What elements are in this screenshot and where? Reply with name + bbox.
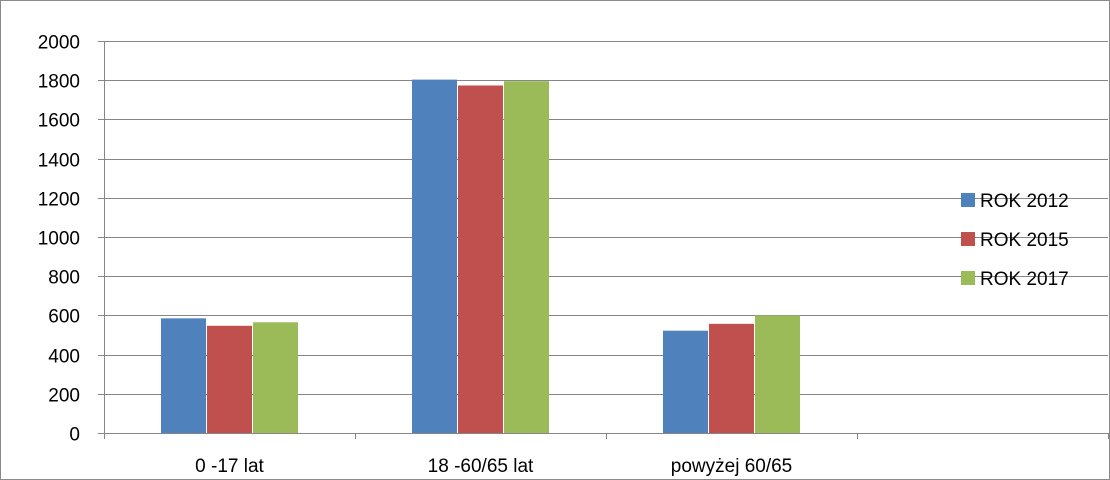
y-tick-label: 800	[48, 268, 80, 289]
y-tick-label: 400	[48, 347, 80, 368]
y-tick-label: 600	[48, 307, 80, 328]
bar-rok-2017	[253, 322, 298, 433]
y-tick-label: 1400	[38, 151, 80, 172]
legend-label: ROK 2012	[980, 191, 1069, 212]
bar-rok-2017	[755, 315, 800, 433]
bar-rok-2017	[504, 81, 549, 434]
bar-rok-2015	[458, 85, 503, 433]
y-tick-label: 200	[48, 386, 80, 407]
y-tick-label: 0	[69, 425, 80, 446]
y-tick-label: 2000	[38, 33, 80, 54]
legend-label: ROK 2015	[980, 230, 1069, 251]
x-tick-label: powyżej 60/65	[671, 456, 792, 477]
bar-rok-2015	[207, 325, 252, 433]
legend-swatch	[961, 271, 975, 285]
y-tick-labels: 0 200 400 600 800 1000 1200 1400 1600 1800 2000	[38, 33, 80, 446]
axes	[104, 41, 1109, 439]
bar-rok-2015	[709, 323, 754, 433]
legend-label: ROK 2017	[980, 269, 1069, 290]
x-tick-label: 18 -60/65 lat	[428, 456, 534, 477]
legend-swatch	[961, 232, 975, 246]
legend: ROK 2012 ROK 2015 ROK 2017	[961, 191, 1069, 290]
y-tick-label: 1600	[38, 111, 80, 132]
x-tick-labels: 0 -17 lat 18 -60/65 lat powyżej 60/65	[195, 456, 792, 477]
bar-rok-2012	[412, 79, 457, 433]
bar-rok-2012	[161, 318, 206, 433]
y-tick-label: 1200	[38, 190, 80, 211]
y-tick-label: 1000	[38, 229, 80, 250]
y-tick-label: 1800	[38, 72, 80, 93]
bar-rok-2012	[663, 330, 708, 433]
bars	[161, 79, 800, 434]
legend-swatch	[961, 193, 975, 207]
x-tick-label: 0 -17 lat	[195, 456, 264, 477]
